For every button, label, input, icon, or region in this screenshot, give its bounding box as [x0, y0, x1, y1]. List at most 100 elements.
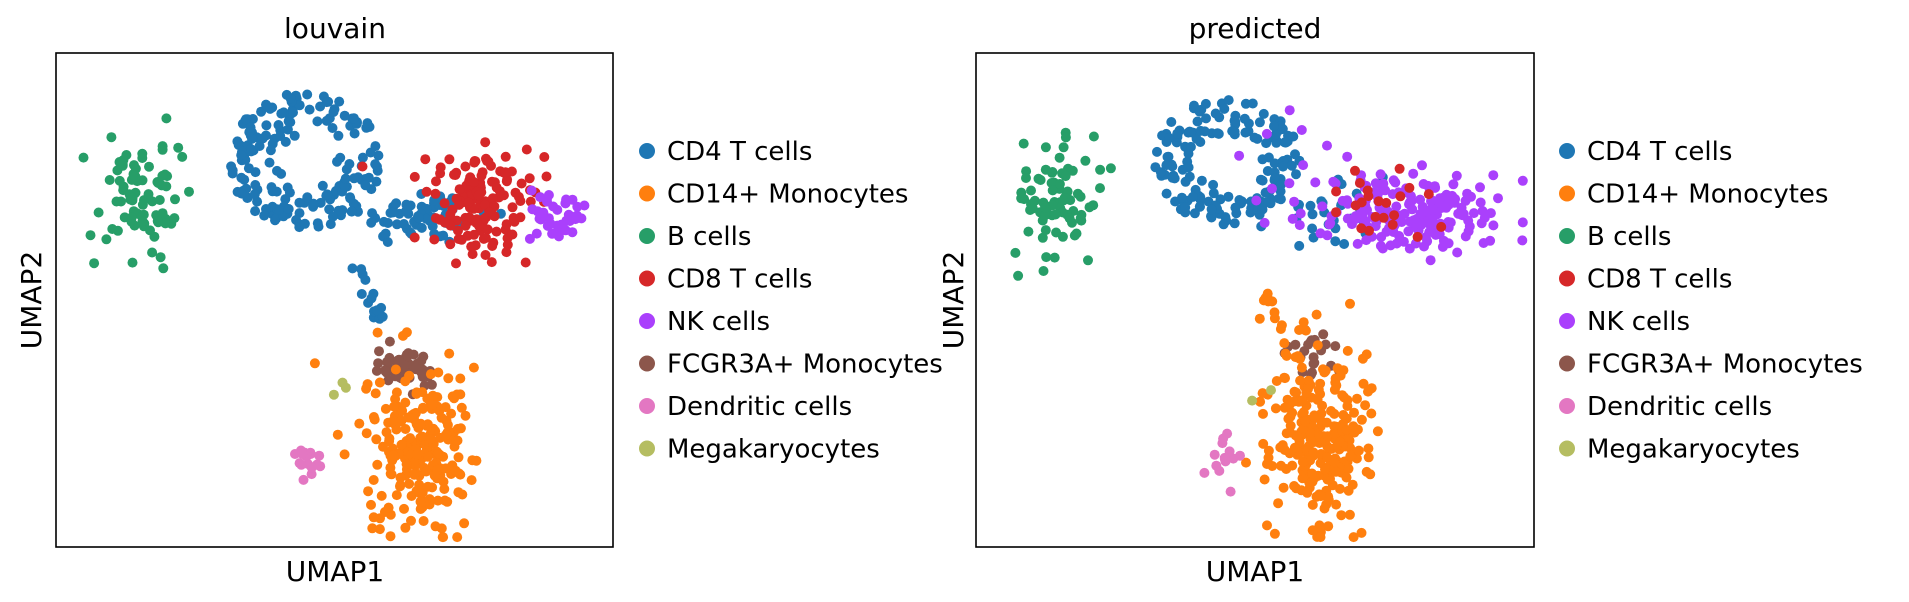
data-point — [1234, 195, 1245, 205]
data-point — [1261, 128, 1272, 139]
data-point — [239, 174, 250, 185]
data-point — [1258, 408, 1268, 419]
legend-item: Dendritic cells — [1559, 392, 1772, 422]
data-point — [372, 305, 382, 316]
data-point — [1354, 178, 1365, 188]
data-point — [357, 161, 368, 172]
data-point — [337, 377, 348, 388]
data-point — [1345, 451, 1356, 462]
data-point — [1458, 210, 1469, 221]
data-point — [322, 189, 333, 200]
data-point — [117, 159, 128, 170]
data-point — [1336, 510, 1347, 521]
legend-marker — [1559, 398, 1575, 414]
data-point — [456, 402, 467, 413]
data-point — [449, 169, 459, 180]
data-point — [1192, 116, 1203, 127]
data-point — [348, 113, 359, 124]
data-point — [1493, 193, 1503, 204]
data-point — [431, 176, 441, 187]
data-point — [401, 205, 412, 216]
data-point — [1329, 421, 1340, 432]
data-point — [1309, 357, 1320, 368]
data-point — [313, 221, 324, 232]
data-point — [426, 379, 437, 390]
data-point — [1416, 208, 1427, 219]
legend-marker — [1559, 270, 1575, 287]
data-point — [1060, 171, 1071, 182]
data-point — [161, 181, 172, 192]
data-point — [443, 373, 454, 384]
data-point — [1335, 483, 1345, 494]
data-point — [1259, 217, 1270, 228]
data-point — [1363, 386, 1373, 397]
data-point — [1271, 129, 1281, 140]
data-point — [302, 89, 313, 100]
data-point — [1315, 491, 1326, 502]
data-point — [1468, 208, 1479, 219]
data-point — [161, 113, 172, 124]
data-point — [130, 171, 141, 182]
data-point — [476, 170, 487, 181]
data-point — [377, 311, 388, 322]
data-point — [1329, 457, 1340, 468]
data-point — [416, 431, 427, 442]
legend-item: Dendritic cells — [639, 392, 852, 422]
data-point — [396, 439, 407, 450]
data-point — [1289, 386, 1300, 397]
data-point — [1183, 162, 1194, 173]
data-point — [104, 175, 115, 185]
data-point — [265, 103, 276, 114]
data-point — [261, 120, 272, 131]
data-point — [241, 114, 252, 125]
data-point — [1391, 201, 1402, 212]
data-point — [254, 141, 265, 151]
data-point — [1054, 152, 1065, 163]
data-point — [285, 93, 296, 104]
data-point — [1342, 213, 1353, 224]
data-point — [89, 258, 100, 269]
data-point — [371, 434, 382, 445]
data-point — [1037, 232, 1048, 243]
data-point — [404, 478, 415, 489]
data-point — [438, 230, 449, 241]
data-point — [1084, 202, 1095, 213]
data-point — [346, 206, 357, 217]
data-point — [1296, 362, 1307, 373]
data-point — [1389, 210, 1400, 221]
data-point — [1279, 402, 1290, 413]
data-point — [500, 151, 511, 162]
data-point — [1095, 164, 1106, 175]
data-point — [482, 224, 493, 235]
data-point — [405, 433, 416, 444]
data-point — [1180, 176, 1191, 187]
data-point — [1210, 108, 1221, 119]
data-point — [491, 226, 502, 237]
data-point — [1377, 243, 1388, 254]
data-point — [1357, 353, 1368, 364]
data-point — [363, 486, 374, 497]
data-point — [1269, 121, 1279, 132]
plot-frame — [55, 52, 614, 548]
data-point — [1262, 520, 1272, 531]
data-point — [1339, 239, 1350, 249]
data-point — [1358, 378, 1369, 389]
data-point — [344, 159, 355, 169]
data-point — [1428, 204, 1438, 215]
data-point — [1350, 200, 1361, 211]
data-point — [442, 496, 453, 507]
data-point — [1269, 173, 1280, 184]
data-point — [1312, 340, 1323, 351]
data-point — [398, 219, 409, 229]
data-point — [1360, 400, 1371, 411]
data-point — [1252, 133, 1263, 144]
data-point — [356, 264, 367, 275]
data-point — [1319, 503, 1330, 514]
data-point — [541, 171, 552, 182]
data-point — [317, 180, 328, 191]
data-point — [460, 410, 471, 421]
data-point — [1275, 194, 1286, 205]
data-point — [1088, 131, 1099, 142]
legend-item: CD4 T cells — [1559, 137, 1732, 167]
data-point — [1023, 226, 1034, 237]
